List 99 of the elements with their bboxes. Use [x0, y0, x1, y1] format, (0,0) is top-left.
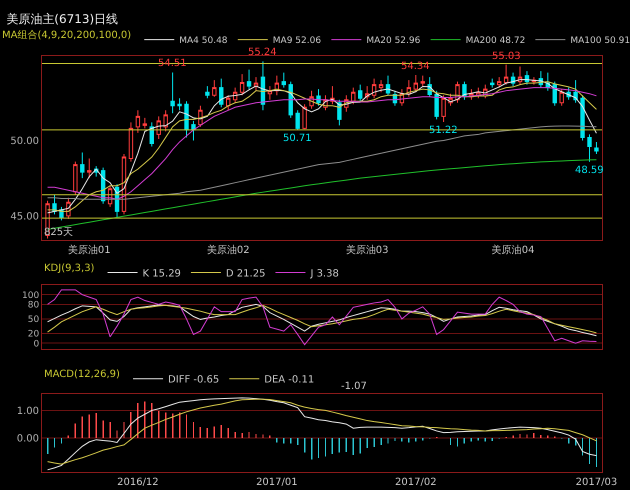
candlestick [455, 81, 460, 104]
candlestick [191, 120, 196, 141]
candlestick [268, 86, 272, 100]
candlestick [274, 75, 280, 96]
candlestick [358, 84, 362, 102]
x-tick-label: 美原油03 [346, 244, 389, 256]
candlestick [254, 76, 258, 92]
candlestick [260, 60, 266, 111]
candlestick [295, 110, 300, 130]
candlestick [469, 88, 474, 100]
candlestick [122, 154, 126, 215]
y-tick-label: 0 [33, 339, 40, 350]
candlestick [414, 74, 418, 93]
candlestick [560, 88, 564, 106]
candlestick [330, 86, 335, 105]
legend-label: K 15.29 [142, 268, 181, 280]
candlestick [309, 90, 314, 110]
legend-label: MA100 50.91 [570, 36, 630, 46]
candlestick [177, 98, 182, 111]
text: -1.07 [341, 381, 367, 392]
legend-label: MA200 48.72 [466, 36, 526, 46]
candlestick [87, 158, 92, 179]
legend-title: MA组合(4,9,20,200,100,0) [2, 29, 132, 42]
x-tick-label: 2017/01 [256, 477, 298, 488]
annotation: 55.03 [492, 51, 521, 62]
candlestick [434, 90, 439, 120]
candlestick [496, 76, 502, 88]
candlestick [580, 94, 585, 141]
candlestick [476, 87, 481, 99]
candlestick [552, 81, 557, 106]
candlestick [226, 94, 230, 111]
x-tick-label: 美原油04 [492, 244, 534, 256]
candlestick [163, 110, 168, 132]
x-tick-label: 2017/02 [395, 477, 437, 488]
candlestick [288, 81, 293, 118]
y-tick-label: 1.00 [16, 406, 39, 417]
y-tick-label: 45.00 [10, 211, 39, 222]
annotation: 54.34 [401, 61, 430, 72]
candlestick [232, 87, 238, 104]
x-tick-label: 美原油02 [206, 244, 250, 256]
candlestick [212, 80, 217, 98]
candlestick [282, 72, 286, 88]
legend-label: MA9 52.06 [272, 36, 322, 46]
candlestick [246, 69, 252, 90]
candlestick [344, 94, 349, 112]
candlestick [587, 134, 592, 162]
candlestick [73, 161, 78, 196]
candlestick [400, 88, 404, 106]
candlestick [323, 94, 328, 111]
annotation: 50.71 [283, 133, 312, 144]
x-tick-label: 美原油01 [68, 244, 111, 256]
candlestick [108, 185, 112, 208]
legend-label: DEA -0.11 [264, 374, 314, 386]
y-tick-label: 50 [28, 315, 40, 326]
candlestick [142, 117, 148, 129]
y-tick-label: 20 [28, 330, 40, 340]
candlestick [198, 105, 203, 128]
legend-label: MA20 52.96 [366, 36, 421, 46]
x-tick-label: 2016/12 [117, 477, 159, 488]
candlestick [240, 74, 244, 96]
candlestick [518, 66, 522, 86]
candlestick [490, 78, 494, 88]
y-tick-label: 100 [22, 290, 40, 301]
line-series [47, 289, 597, 346]
candlestick [448, 93, 453, 106]
candlestick [128, 122, 134, 162]
candlestick [219, 78, 224, 108]
legend-label: DIFF -0.65 [168, 374, 220, 386]
candlestick [136, 110, 140, 134]
y-tick-label: 50.00 [10, 136, 39, 147]
legend-title: MACD(12,26,9) [44, 369, 120, 380]
y-tick-label: 80 [28, 300, 40, 311]
candlestick [205, 86, 210, 99]
annotation: 55.24 [248, 47, 277, 58]
chart-title: 美原油主(6713)日线 [6, 12, 118, 26]
candlestick [386, 75, 390, 96]
candlestick [302, 104, 307, 130]
legend-label: D 21.25 [226, 268, 266, 280]
candlestick [378, 80, 384, 93]
legend-label: J 3.38 [309, 268, 339, 280]
candlestick [483, 84, 488, 99]
candlestick [504, 64, 508, 86]
candlestick [573, 80, 578, 104]
candlestick [441, 94, 446, 123]
y-tick-label: 0.00 [16, 433, 39, 444]
legend-label: MA4 50.48 [179, 36, 228, 46]
candlestick [66, 197, 71, 220]
candlestick [532, 76, 536, 86]
candlestick [156, 116, 161, 140]
candlestick [170, 72, 175, 114]
candlestick [420, 75, 425, 87]
candlestick [351, 87, 356, 105]
candlestick [372, 78, 376, 99]
candlestick [594, 141, 599, 155]
candlestick [364, 86, 370, 100]
candlestick [406, 80, 412, 98]
legend-title: KDJ(9,3,3) [44, 263, 95, 274]
candlestick [80, 152, 84, 179]
x-tick-label: 2017/03 [576, 477, 618, 488]
